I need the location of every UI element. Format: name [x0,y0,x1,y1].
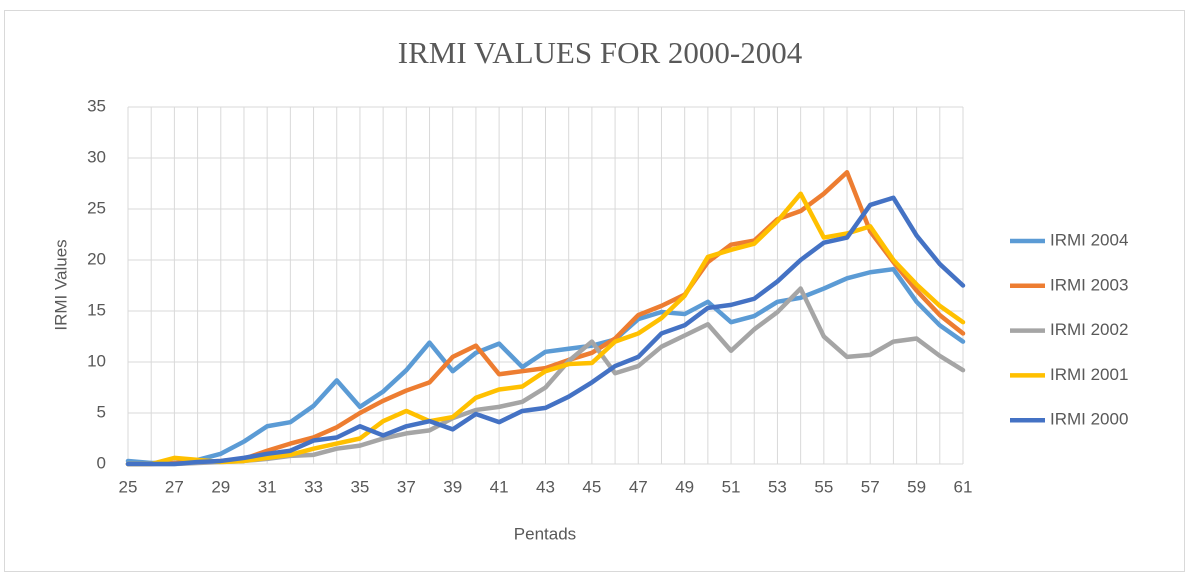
series-line [125,170,966,467]
series-line [125,266,966,466]
y-tick-label: 25 [87,198,106,217]
y-tick-label: 20 [87,249,106,268]
y-tick-label: 5 [97,402,106,421]
x-tick-label: 25 [119,477,138,496]
legend-label: IRMI 2003 [1050,275,1128,294]
x-tick-label: 37 [397,477,416,496]
y-tick-label: 15 [87,300,106,319]
x-tick-label: 27 [165,477,184,496]
series-line [125,191,966,467]
x-tick-label: 59 [907,477,926,496]
x-tick-label: 51 [722,477,741,496]
chart-title: IRMI VALUES FOR 2000-2004 [398,35,803,70]
x-tick-label: 53 [768,477,787,496]
x-axis-label: Pentads [514,524,576,543]
y-tick-label: 35 [87,96,106,115]
y-axis-label: IRMI Values [51,239,70,330]
x-tick-label: 31 [258,477,277,496]
x-tick-label: 39 [443,477,462,496]
x-tick-label: 49 [675,477,694,496]
x-tick-label: 47 [629,477,648,496]
x-tick-label: 29 [211,477,230,496]
x-tick-label: 41 [490,477,509,496]
x-tick-label: 43 [536,477,555,496]
x-tick-label: 55 [814,477,833,496]
y-tick-label: 30 [87,147,106,166]
x-tick-label: 35 [350,477,369,496]
x-tick-label: 57 [861,477,880,496]
legend-label: IRMI 2004 [1050,230,1128,249]
series-line [125,195,966,467]
legend-label: IRMI 2001 [1050,365,1128,384]
x-tick-label: 61 [954,477,973,496]
x-tick-label: 45 [582,477,601,496]
x-tick-label: 33 [304,477,323,496]
chart-border [4,10,1185,572]
y-tick-label: 10 [87,351,106,370]
legend-label: IRMI 2002 [1050,320,1128,339]
legend-label: IRMI 2000 [1050,410,1128,429]
y-tick-label: 0 [97,453,106,472]
